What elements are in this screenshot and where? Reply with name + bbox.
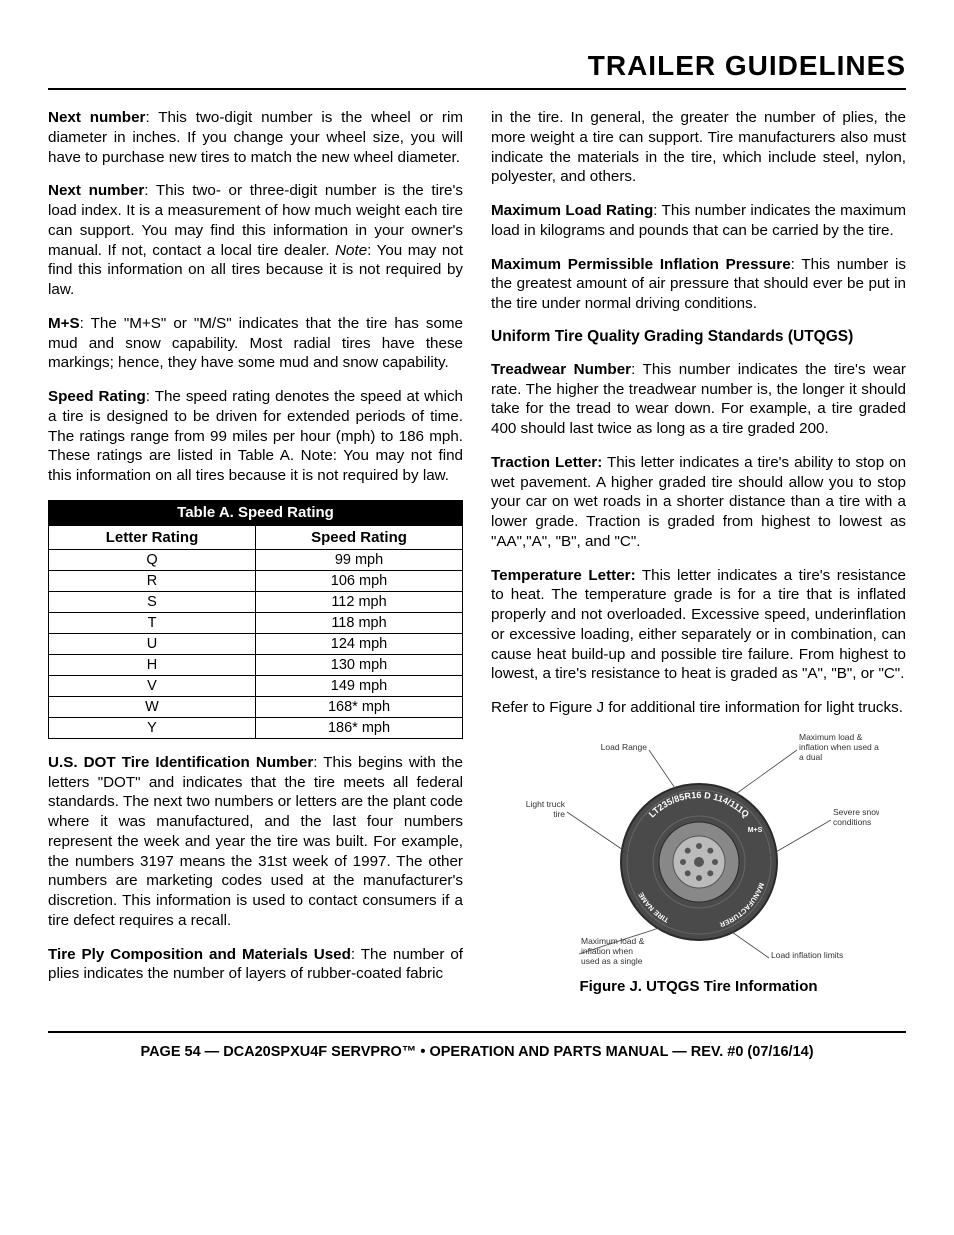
table-cell: U bbox=[49, 633, 256, 654]
svg-text:Severe snow: Severe snow bbox=[833, 807, 879, 817]
para-max-load: Maximum Load Rating: This number indicat… bbox=[491, 201, 906, 241]
table-cell: Q bbox=[49, 549, 256, 570]
table-cell: 112 mph bbox=[256, 591, 463, 612]
speed-rating-table: Table A. Speed Rating Letter Rating Spee… bbox=[48, 500, 463, 739]
table-cell: H bbox=[49, 654, 256, 675]
para-ply-composition: Tire Ply Composition and Materials Used:… bbox=[48, 945, 463, 985]
svg-text:used as a single: used as a single bbox=[581, 956, 643, 966]
table-cell: Y bbox=[49, 717, 256, 738]
table-cell: 149 mph bbox=[256, 675, 463, 696]
para-dot-number: U.S. DOT Tire Identification Number: Thi… bbox=[48, 753, 463, 931]
table-cell: 124 mph bbox=[256, 633, 463, 654]
svg-text:Light truck: Light truck bbox=[525, 799, 565, 809]
page-footer: PAGE 54 — DCA20SPXU4F SERVPRO™ • OPERATI… bbox=[48, 1031, 906, 1061]
para-traction: Traction Letter: This letter indicates a… bbox=[491, 453, 906, 552]
table-header: Letter Rating bbox=[49, 525, 256, 549]
table-row: V149 mph bbox=[49, 675, 463, 696]
table-cell: 106 mph bbox=[256, 570, 463, 591]
utqgs-heading: Uniform Tire Quality Grading Standards (… bbox=[491, 328, 906, 346]
svg-text:conditions: conditions bbox=[833, 817, 871, 827]
page-header: TRAILER GUIDELINES bbox=[48, 50, 906, 90]
table-row: Y186* mph bbox=[49, 717, 463, 738]
two-column-layout: Next number: This two-digit number is th… bbox=[48, 108, 906, 995]
para-ms: M+S: The "M+S" or "M/S" indicates that t… bbox=[48, 314, 463, 373]
para-treadwear: Treadwear Number: This number indicates … bbox=[491, 360, 906, 439]
svg-text:Load inflation limits: Load inflation limits bbox=[771, 950, 843, 960]
figure-j: LT235/85R16 D 114/111QTIRE NAMEMANUFACTU… bbox=[491, 732, 906, 995]
para-figure-ref: Refer to Figure J for additional tire in… bbox=[491, 698, 906, 718]
right-column: in the tire. In general, the greater the… bbox=[491, 108, 906, 995]
para-temperature: Temperature Letter: This letter indicate… bbox=[491, 566, 906, 685]
para-next-number-diameter: Next number: This two-digit number is th… bbox=[48, 108, 463, 167]
svg-text:Maximum load &: Maximum load & bbox=[799, 732, 863, 742]
para-next-number-load-index: Next number: This two- or three-digit nu… bbox=[48, 181, 463, 300]
tire-diagram-icon: LT235/85R16 D 114/111QTIRE NAMEMANUFACTU… bbox=[519, 732, 879, 972]
table-cell: 118 mph bbox=[256, 612, 463, 633]
svg-text:a dual: a dual bbox=[799, 752, 822, 762]
svg-text:M+S: M+S bbox=[747, 827, 762, 834]
table-cell: S bbox=[49, 591, 256, 612]
svg-text:Load Range: Load Range bbox=[600, 742, 647, 752]
table-row: W168* mph bbox=[49, 696, 463, 717]
figure-caption: Figure J. UTQGS Tire Information bbox=[491, 978, 906, 995]
svg-text:tire: tire bbox=[553, 809, 565, 819]
table-caption: Table A. Speed Rating bbox=[48, 500, 463, 525]
para-speed-rating: Speed Rating: The speed rating denotes t… bbox=[48, 387, 463, 486]
svg-text:Maximum load &: Maximum load & bbox=[581, 936, 645, 946]
table-cell: 186* mph bbox=[256, 717, 463, 738]
table-header: Speed Rating bbox=[256, 525, 463, 549]
table-row: U124 mph bbox=[49, 633, 463, 654]
table-cell: 130 mph bbox=[256, 654, 463, 675]
table-row: H130 mph bbox=[49, 654, 463, 675]
table-cell: R bbox=[49, 570, 256, 591]
svg-text:inflation when: inflation when bbox=[581, 946, 633, 956]
svg-text:inflation when used as: inflation when used as bbox=[799, 742, 879, 752]
page-title: TRAILER GUIDELINES bbox=[48, 50, 906, 82]
para-max-pressure: Maximum Permissible Inflation Pressure: … bbox=[491, 255, 906, 314]
table-row: T118 mph bbox=[49, 612, 463, 633]
table-cell: W bbox=[49, 696, 256, 717]
table-cell: V bbox=[49, 675, 256, 696]
footer-text: PAGE 54 — DCA20SPXU4F SERVPRO™ • OPERATI… bbox=[140, 1044, 813, 1060]
table-row: R106 mph bbox=[49, 570, 463, 591]
table-cell: T bbox=[49, 612, 256, 633]
table-cell: 168* mph bbox=[256, 696, 463, 717]
table-cell: 99 mph bbox=[256, 549, 463, 570]
table-row: S112 mph bbox=[49, 591, 463, 612]
para-ply-continued: in the tire. In general, the greater the… bbox=[491, 108, 906, 187]
table-row: Q99 mph bbox=[49, 549, 463, 570]
left-column: Next number: This two-digit number is th… bbox=[48, 108, 463, 995]
